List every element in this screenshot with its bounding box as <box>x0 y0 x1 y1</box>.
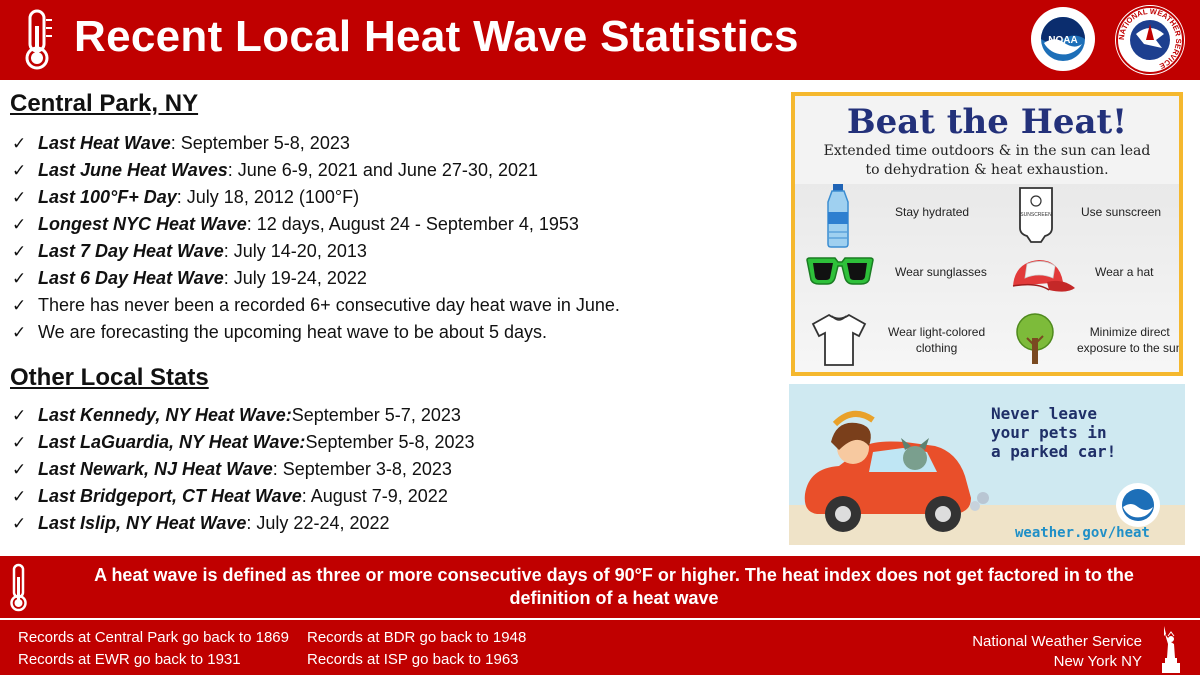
check-icon: ✓ <box>12 296 27 315</box>
noaa-small-logo <box>1116 483 1160 527</box>
svg-text:SUNSCREEN: SUNSCREEN <box>1020 212 1052 218</box>
statue-of-liberty-icon <box>1162 626 1180 673</box>
definition-bar: A heat wave is defined as three or more … <box>0 556 1200 618</box>
thermometer-icon <box>10 563 27 612</box>
header-bar: Recent Local Heat Wave Statistics NOAA N… <box>0 0 1200 80</box>
list-item: ✓ Last 6 Day Heat Wave: July 19-24, 2022 <box>12 265 620 292</box>
check-icon: ✓ <box>12 406 27 425</box>
beat-the-heat-graphic: Beat the Heat! Extended time outdoors & … <box>791 92 1183 376</box>
tshirt-icon <box>811 313 867 366</box>
check-icon: ✓ <box>12 269 27 288</box>
page-title: Recent Local Heat Wave Statistics <box>74 12 799 61</box>
check-icon: ✓ <box>12 242 27 261</box>
record-note: Records at BDR go back to 1948 <box>307 629 527 646</box>
pets-warning-text: Never leave your pets in a parked car! <box>991 404 1117 461</box>
other-local-heading: Other Local Stats <box>10 364 209 391</box>
list-item: ✓ Last Kennedy, NY Heat Wave: September 5… <box>12 402 475 429</box>
check-icon: ✓ <box>12 134 27 153</box>
organization-name: National Weather Service New York NY <box>972 633 1142 670</box>
tip-use-sunscreen: Use sunscreen <box>1081 205 1162 219</box>
list-item: ✓ Last 7 Day Heat Wave: July 14-20, 2013 <box>12 238 620 265</box>
sunglasses-icon <box>806 257 874 285</box>
check-icon: ✓ <box>12 487 27 506</box>
beat-heat-subtitle: Extended time outdoors & in the sun can … <box>823 143 1151 178</box>
tip-wear-sunglasses: Wear sunglasses <box>895 265 987 279</box>
central-park-list: ✓ Last Heat Wave: September 5-8, 2023 ✓ La… <box>12 130 620 346</box>
heat-url-link[interactable]: weather.gov/heat <box>1015 525 1150 541</box>
list-item: ✓ Last Newark, NJ Heat Wave: September 3-… <box>12 456 475 483</box>
record-note: Records at Central Park go back to 1869 <box>18 629 289 646</box>
other-local-list: ✓ Last Kennedy, NY Heat Wave: September 5… <box>12 402 475 537</box>
tip-stay-hydrated: Stay hydrated <box>895 205 970 219</box>
check-icon: ✓ <box>12 215 27 234</box>
hat-icon <box>1012 260 1075 292</box>
tip-minimize-sun: Minimize direct exposure to the sun <box>1077 325 1183 355</box>
list-item: ✓ Last LaGuardia, NY Heat Wave: September… <box>12 429 475 456</box>
heat-wave-definition: A heat wave is defined as three or more … <box>94 565 1134 608</box>
pets-in-car-graphic: Never leave your pets in a parked car! w… <box>789 384 1185 545</box>
list-item: ✓ Last Bridgeport, CT Heat Wave: August 7… <box>12 483 475 510</box>
check-icon: ✓ <box>12 460 27 479</box>
list-item: ✓ Last 100°F+ Day: July 18, 2012 (100°F) <box>12 184 620 211</box>
noaa-logo-text: NOAA <box>1048 35 1077 46</box>
list-item: ✓ We are forecasting the upcoming heat wa… <box>12 319 620 346</box>
list-item: ✓ Longest NYC Heat Wave: 12 days, August … <box>12 211 620 238</box>
list-item: ✓ There has never been a recorded 6+ cons… <box>12 292 620 319</box>
water-bottle-icon <box>827 184 849 248</box>
noaa-logo: NOAA <box>1031 7 1095 71</box>
car-illustration-icon <box>804 411 989 532</box>
record-note: Records at EWR go back to 1931 <box>18 651 241 668</box>
footer-bar: Records at Central Park go back to 1869 … <box>0 620 1200 675</box>
list-item: ✓ Last Islip, NY Heat Wave: July 22-24, 2… <box>12 510 475 537</box>
tip-wear-hat: Wear a hat <box>1095 265 1154 279</box>
check-icon: ✓ <box>12 514 27 533</box>
central-park-heading: Central Park, NY <box>10 90 199 117</box>
list-item: ✓ Last Heat Wave: September 5-8, 2023 <box>12 130 620 157</box>
record-note: Records at ISP go back to 1963 <box>307 651 519 668</box>
tip-light-clothing: Wear light-colored clothing <box>888 325 986 355</box>
thermometer-icon <box>25 9 52 70</box>
check-icon: ✓ <box>12 323 27 342</box>
check-icon: ✓ <box>12 161 27 180</box>
sunscreen-icon: SUNSCREEN <box>1019 187 1053 243</box>
check-icon: ✓ <box>12 188 27 207</box>
check-icon: ✓ <box>12 433 27 452</box>
nws-logo: NATIONAL WEATHER SERVICE <box>1115 5 1185 75</box>
list-item: ✓ Last June Heat Waves: June 6-9, 2021 an… <box>12 157 620 184</box>
tree-shade-icon <box>1016 313 1054 364</box>
beat-heat-title: Beat the Heat! <box>846 102 1128 142</box>
